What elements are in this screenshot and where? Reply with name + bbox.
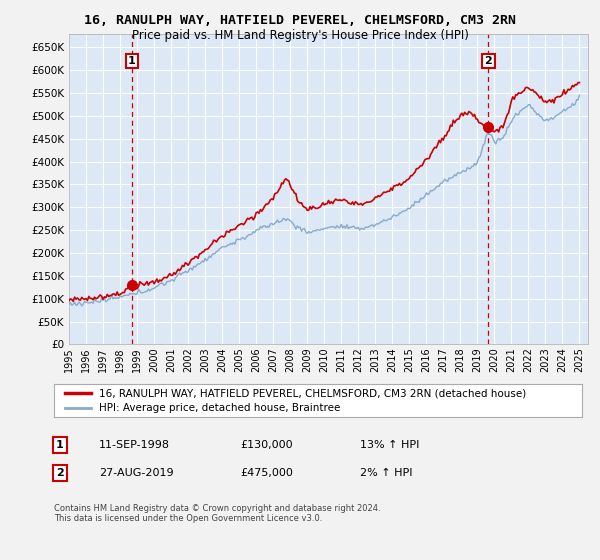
Text: 1: 1 xyxy=(56,440,64,450)
Text: HPI: Average price, detached house, Braintree: HPI: Average price, detached house, Brai… xyxy=(99,403,340,413)
Text: 13% ↑ HPI: 13% ↑ HPI xyxy=(360,440,419,450)
Text: Contains HM Land Registry data © Crown copyright and database right 2024.
This d: Contains HM Land Registry data © Crown c… xyxy=(54,504,380,524)
Text: 16, RANULPH WAY, HATFIELD PEVEREL, CHELMSFORD, CM3 2RN (detached house): 16, RANULPH WAY, HATFIELD PEVEREL, CHELM… xyxy=(99,388,526,398)
Text: 1: 1 xyxy=(128,56,136,66)
Text: £130,000: £130,000 xyxy=(240,440,293,450)
Text: Price paid vs. HM Land Registry's House Price Index (HPI): Price paid vs. HM Land Registry's House … xyxy=(131,29,469,42)
Text: 11-SEP-1998: 11-SEP-1998 xyxy=(99,440,170,450)
Text: £475,000: £475,000 xyxy=(240,468,293,478)
Text: 2: 2 xyxy=(485,56,493,66)
Text: 2% ↑ HPI: 2% ↑ HPI xyxy=(360,468,413,478)
Text: 2: 2 xyxy=(56,468,64,478)
Text: 27-AUG-2019: 27-AUG-2019 xyxy=(99,468,173,478)
Text: 16, RANULPH WAY, HATFIELD PEVEREL, CHELMSFORD, CM3 2RN: 16, RANULPH WAY, HATFIELD PEVEREL, CHELM… xyxy=(84,14,516,27)
